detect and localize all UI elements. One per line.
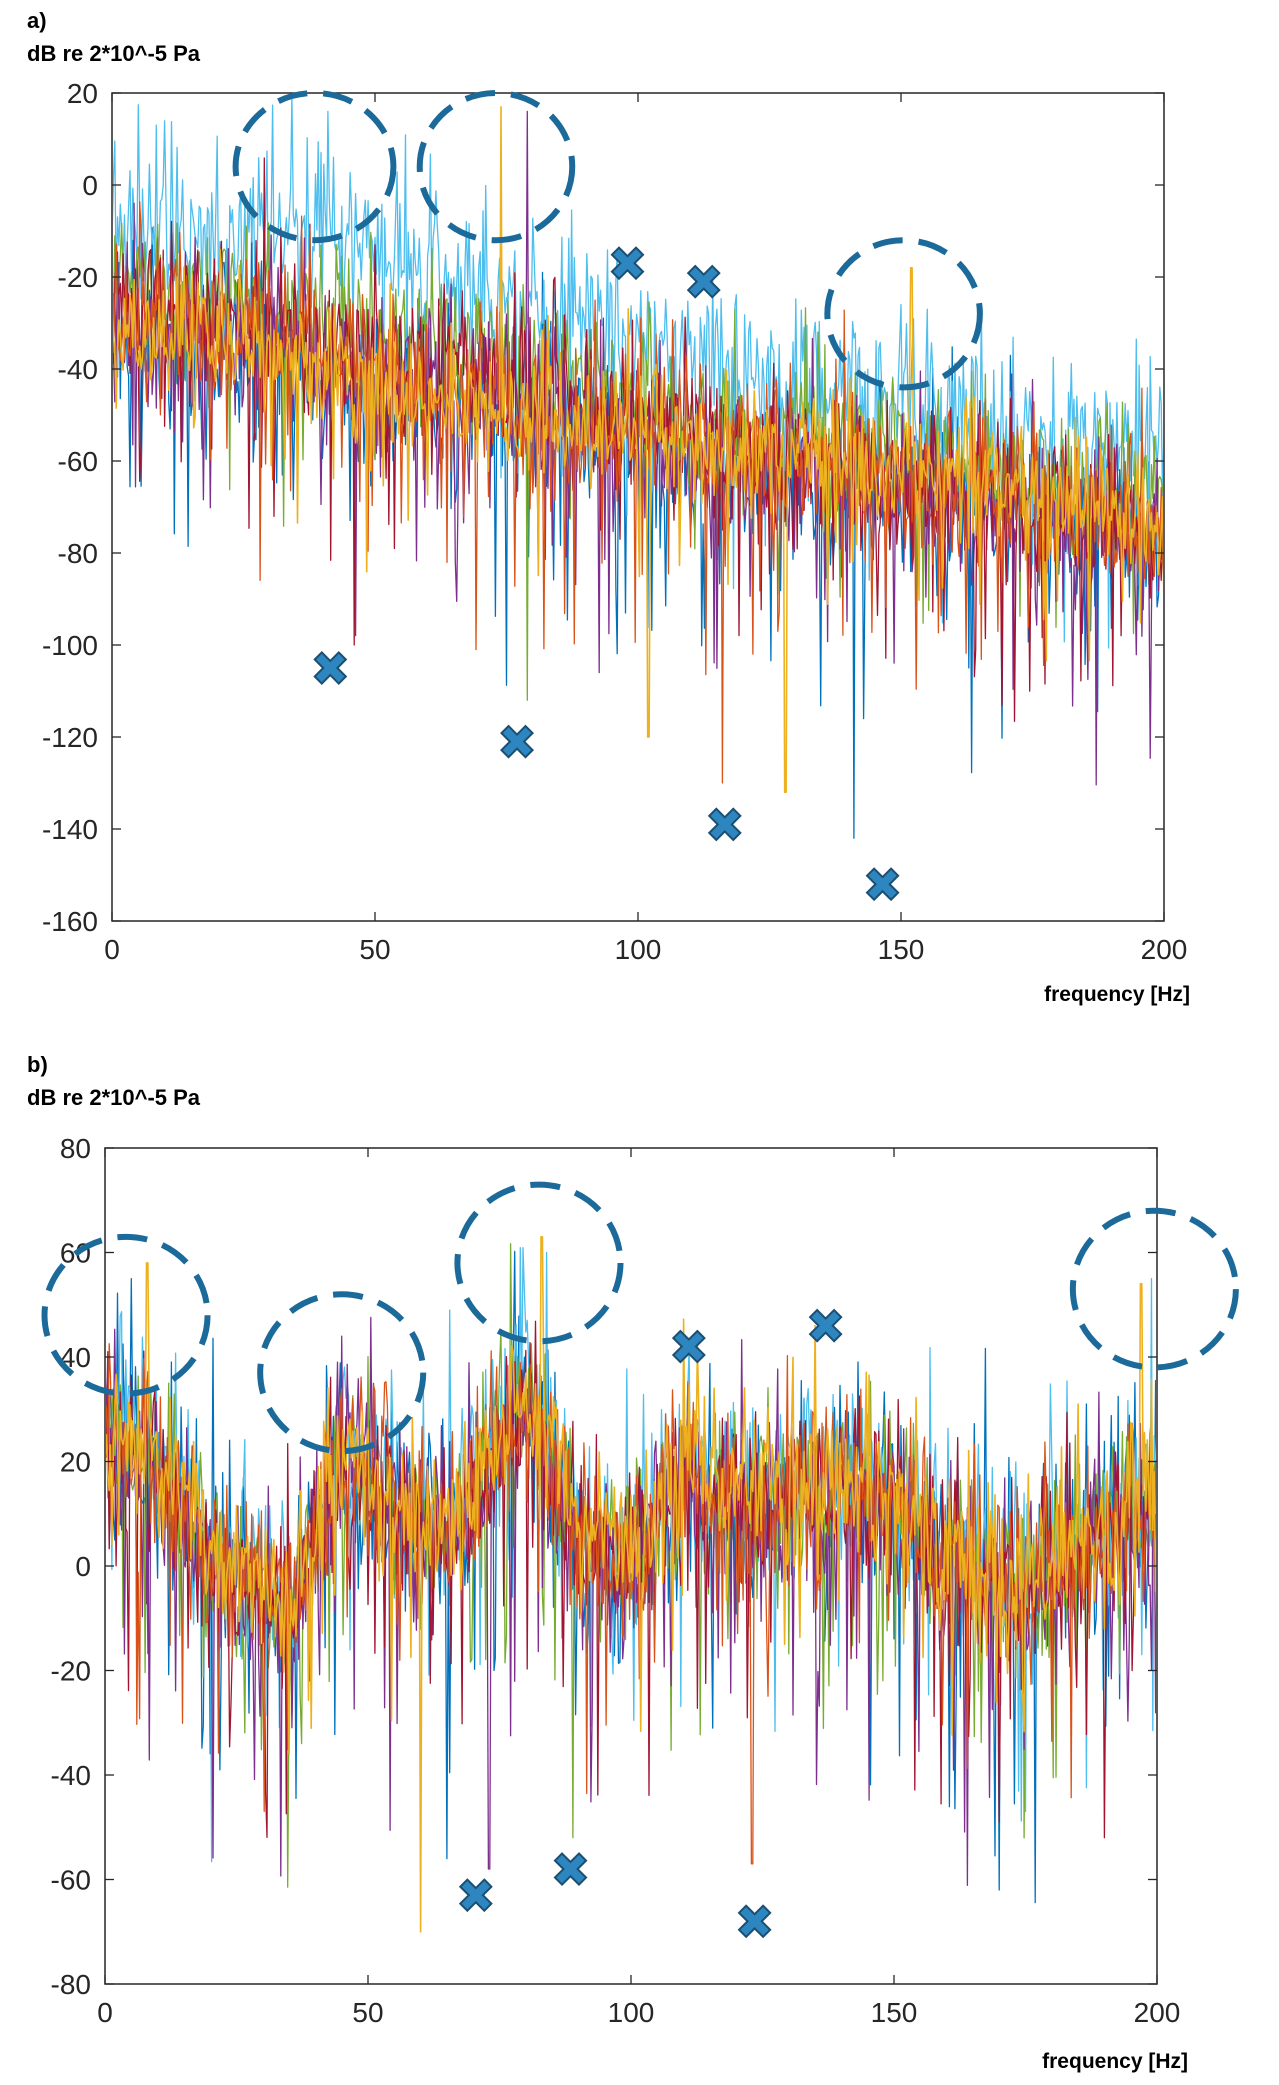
series-line-7 bbox=[113, 106, 1163, 794]
chart-a: a) dB re 2*10^-5 Pa 0 50 100 150 200200-20-4… bbox=[27, 8, 1190, 1006]
y-tick-label: -120 bbox=[42, 722, 98, 753]
series-line-7 bbox=[106, 1236, 1156, 1933]
series-line-6 bbox=[113, 201, 1163, 784]
x-tick-label: 50 bbox=[352, 1997, 383, 2028]
cross-marker bbox=[458, 1878, 493, 1913]
x-tick-label: 200 bbox=[1141, 934, 1188, 965]
xlabel-b: frequency [Hz] bbox=[1042, 2050, 1188, 2073]
highlight-circle bbox=[416, 90, 576, 244]
cross-marker bbox=[553, 1852, 588, 1887]
x-tick-label: 0 bbox=[97, 1997, 113, 2028]
highlight-circle bbox=[41, 1233, 211, 1397]
x-tick-label: 100 bbox=[615, 934, 662, 965]
highlight-circle bbox=[257, 1291, 427, 1455]
annotations-a bbox=[232, 90, 983, 902]
x-tick-label: 200 bbox=[1134, 1997, 1181, 2028]
highlight-circle bbox=[454, 1181, 624, 1345]
highlight-circle bbox=[1069, 1207, 1239, 1371]
y-tick-label: -40 bbox=[51, 1760, 91, 1791]
y-tick-label: -20 bbox=[58, 262, 98, 293]
xlabel-a: frequency [Hz] bbox=[1044, 983, 1190, 1006]
cross-marker bbox=[865, 867, 900, 902]
cross-marker bbox=[808, 1308, 843, 1343]
x-tick-label: 150 bbox=[871, 1997, 918, 2028]
y-tick-label: -60 bbox=[58, 446, 98, 477]
y-tick-label: 20 bbox=[60, 1447, 91, 1478]
x-tick-label: 0 bbox=[104, 934, 120, 965]
y-tick-label: -40 bbox=[58, 354, 98, 385]
cross-marker bbox=[737, 1904, 772, 1939]
y-tick-label: 0 bbox=[75, 1551, 91, 1582]
y-tick-label: -80 bbox=[58, 538, 98, 569]
chart-b: b) dB re 2*10^-5 Pa 0 50 100 150 20080604020… bbox=[27, 1052, 1239, 2073]
cross-marker bbox=[671, 1329, 706, 1364]
ylabel-b: dB re 2*10^-5 Pa bbox=[27, 1085, 201, 1110]
y-tick-label: 80 bbox=[60, 1133, 91, 1164]
cross-marker bbox=[707, 807, 742, 842]
ylabel-a: dB re 2*10^-5 Pa bbox=[27, 41, 201, 66]
x-tick-label: 100 bbox=[608, 1997, 655, 2028]
y-tick-label: -60 bbox=[51, 1865, 91, 1896]
x-tick-label: 150 bbox=[878, 934, 925, 965]
highlight-circle bbox=[824, 237, 983, 391]
y-tick-label: -140 bbox=[42, 814, 98, 845]
annotations-b bbox=[41, 1181, 1239, 1939]
cross-marker bbox=[610, 246, 645, 281]
y-tick-label: -100 bbox=[42, 630, 98, 661]
x-tick-label: 50 bbox=[359, 934, 390, 965]
axis-ticks-a: 0 50 100 150 200200-20-40-60-80-100-120-140-… bbox=[42, 78, 1187, 965]
panel-label-b: b) bbox=[27, 1052, 48, 1077]
y-tick-label: 0 bbox=[82, 170, 98, 201]
panel-label-a: a) bbox=[27, 8, 47, 33]
y-tick-label: -80 bbox=[51, 1969, 91, 2000]
y-tick-label: 20 bbox=[67, 78, 98, 109]
cross-marker bbox=[500, 724, 534, 759]
cross-marker bbox=[686, 264, 721, 299]
y-tick-label: -160 bbox=[42, 906, 98, 937]
series-group-b bbox=[106, 1236, 1156, 1933]
highlight-circle bbox=[232, 90, 397, 244]
y-tick-label: -20 bbox=[51, 1656, 91, 1687]
cross-marker bbox=[313, 651, 348, 685]
